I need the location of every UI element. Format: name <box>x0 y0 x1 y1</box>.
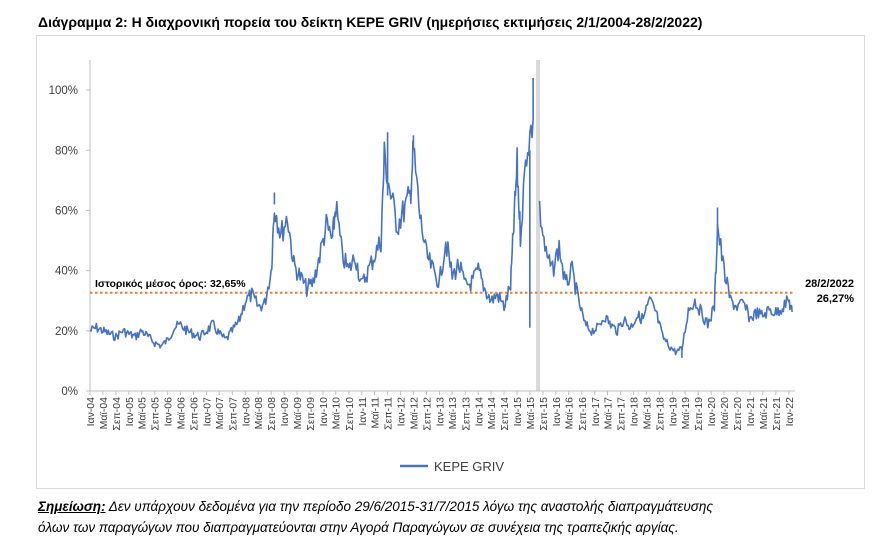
x-tick-label: Ιαν-22 <box>784 397 796 427</box>
x-tick-label: Σεπ-09 <box>305 397 317 431</box>
x-tick-label: Μαϊ-06 <box>175 397 187 429</box>
x-tick-label: Ιαν-10 <box>318 397 330 427</box>
chart-frame <box>36 35 865 489</box>
end-value-annotation: 26,27% <box>817 293 855 305</box>
x-tick-label: Μαϊ-15 <box>525 397 537 429</box>
x-tick-label: Σεπ-07 <box>227 397 239 431</box>
x-tick-label: Σεπ-17 <box>616 397 628 431</box>
series-line-segment <box>89 120 534 349</box>
x-tick-label: Μαϊ-11 <box>370 397 382 429</box>
x-tick-label: Ιαν-15 <box>512 397 524 427</box>
x-tick-label: Σεπ-12 <box>422 397 434 431</box>
x-tick-label: Ιαν-18 <box>629 397 641 427</box>
x-tick-label: Σεπ-14 <box>499 397 511 431</box>
x-tick-label: Ιαν-05 <box>124 397 136 427</box>
x-tick-label: Ιαν-09 <box>279 397 291 427</box>
axes-layer: 0%20%40%60%80%100%Ιαν-04 Μαϊ-04 Σεπ-04 Ιαν-… <box>49 60 796 431</box>
x-tick-label: Ιαν-04 <box>85 397 97 427</box>
annotation-layer: Ιστορικός μέσος όρος: 32,65% 28/2/2022 2… <box>95 278 854 305</box>
x-tick-label: Σεπ-13 <box>460 397 472 431</box>
x-tick-label: Ιαν-07 <box>201 397 213 427</box>
x-tick-label: Μαϊ-07 <box>214 397 226 429</box>
x-tick-label: Σεπ-11 <box>383 397 395 430</box>
x-tick-label: Σεπ-04 <box>111 397 123 431</box>
x-tick-label: Μαϊ-04 <box>98 397 110 429</box>
y-tick-label: 80% <box>55 145 78 157</box>
x-tick-label: Μαϊ-09 <box>292 397 304 429</box>
x-tick-label: Σεπ-08 <box>266 397 278 431</box>
mean-annotation: Ιστορικός μέσος όρος: 32,65% <box>95 278 246 290</box>
note-text-2: όλων των παραγώγων που διαπραγματεύονται… <box>38 520 679 535</box>
series-line-segment <box>538 200 793 356</box>
legend: ΚΕΡΕ GRIV <box>400 459 504 474</box>
x-tick-label: Μαϊ-21 <box>758 397 770 429</box>
x-tick-label: Μαϊ-16 <box>564 397 576 429</box>
x-tick-label: Ιαν-19 <box>667 397 679 427</box>
x-tick-label: Ιαν-13 <box>434 397 446 427</box>
x-tick-label: Ιαν-17 <box>590 397 602 427</box>
x-tick-label: Ιαν-20 <box>706 397 718 427</box>
gap-band <box>536 60 541 391</box>
y-tick-label: 20% <box>55 326 78 338</box>
x-tick-label: Μαϊ-18 <box>641 397 653 429</box>
x-tick-label: Σεπ-16 <box>577 397 589 431</box>
line-chart: 0%20%40%60%80%100%Ιαν-04 Μαϊ-04 Σεπ-04 Ιαν-… <box>49 60 854 474</box>
series-layer <box>89 78 793 358</box>
legend-label: ΚΕΡΕ GRIV <box>434 459 504 474</box>
x-tick-label: Ιαν-14 <box>473 397 485 427</box>
x-tick-label: Μαϊ-14 <box>486 397 498 429</box>
note-label: Σημείωση: <box>38 499 106 514</box>
x-tick-label: Σεπ-06 <box>189 397 201 431</box>
y-tick-label: 0% <box>61 386 78 398</box>
note-text-1: Δεν υπάρχουν δεδομένα για την περίοδο 29… <box>105 499 713 514</box>
x-tick-label: Ιαν-21 <box>745 397 757 427</box>
x-tick-label: Ιαν-08 <box>240 397 252 427</box>
x-tick-label: Σεπ-10 <box>344 397 356 431</box>
note: Σημείωση: Δεν υπάρχουν δεδομένα για την … <box>38 496 858 538</box>
y-tick-label: 100% <box>49 85 78 97</box>
x-tick-label: Μαϊ-19 <box>680 397 692 429</box>
x-tick-label: Μαϊ-13 <box>447 397 459 429</box>
x-tick-label: Ιαν-06 <box>163 397 175 427</box>
x-tick-label: Μαϊ-08 <box>253 397 265 429</box>
x-tick-label: Μαϊ-05 <box>137 397 149 429</box>
x-tick-label: Μαϊ-10 <box>331 397 343 429</box>
x-tick-label: Μαϊ-12 <box>408 397 420 429</box>
x-tick-label: Μαϊ-17 <box>603 397 615 429</box>
x-tick-label: Ιαν-11 <box>357 397 369 426</box>
x-tick-label: Σεπ-19 <box>693 397 705 431</box>
x-tick-label: Μαϊ-20 <box>719 397 731 429</box>
x-tick-label: Σεπ-18 <box>654 397 666 431</box>
end-date-annotation: 28/2/2022 <box>805 278 854 290</box>
y-tick-label: 60% <box>55 205 78 217</box>
y-tick-label: 40% <box>55 266 78 278</box>
x-tick-label: Σεπ-15 <box>538 397 550 431</box>
x-tick-label: Σεπ-20 <box>732 397 744 431</box>
x-tick-label: Σεπ-05 <box>150 397 162 431</box>
x-tick-label: Ιαν-16 <box>551 397 563 427</box>
x-tick-label: Ιαν-12 <box>396 397 408 427</box>
x-tick-label: Σεπ-21 <box>771 397 783 431</box>
gap-band-layer <box>536 60 541 391</box>
page-title: Διάγραμμα 2: Η διαχρονική πορεία του δεί… <box>38 14 703 30</box>
